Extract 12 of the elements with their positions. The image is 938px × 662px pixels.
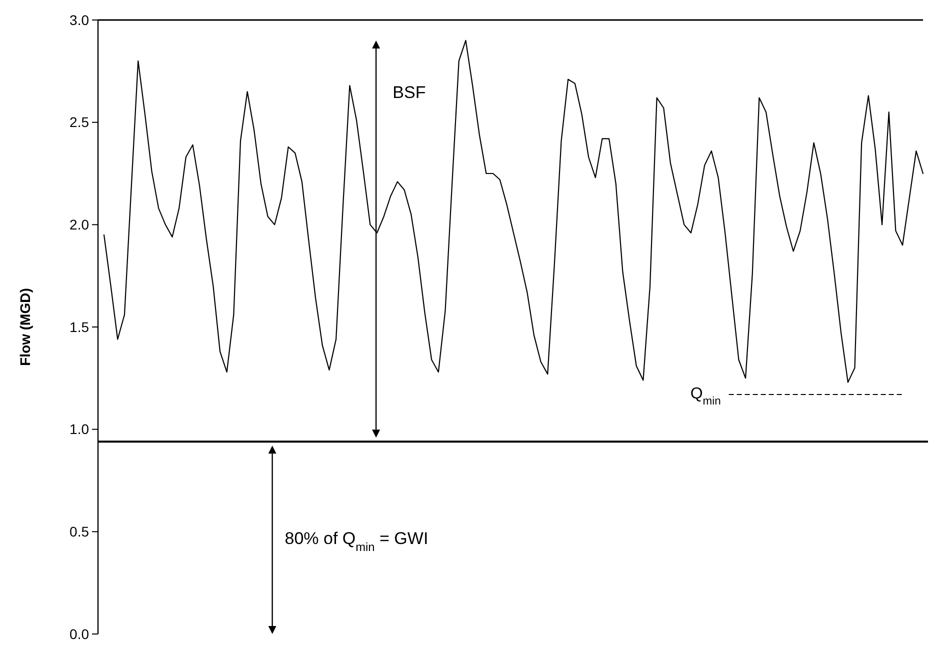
y-tick-label: 1.5 <box>70 318 90 335</box>
y-tick-label: 2.0 <box>70 216 90 233</box>
line-series <box>103 40 924 383</box>
ref-line-label: Q$_{min}$ <box>690 386 721 408</box>
y-tick-label: 0.5 <box>70 524 90 540</box>
y-axis-title: Flow (MGD) <box>17 288 33 366</box>
y-tick-label: 3.0 <box>70 12 90 28</box>
annotation: 80% of Q$_{min}$ = GWI <box>284 528 428 554</box>
y-tick-label: 1.0 <box>70 421 90 438</box>
annotation: BSF <box>392 82 426 102</box>
y-tick-label: 2.5 <box>70 114 90 130</box>
y-tick-label: 0.0 <box>70 626 90 642</box>
